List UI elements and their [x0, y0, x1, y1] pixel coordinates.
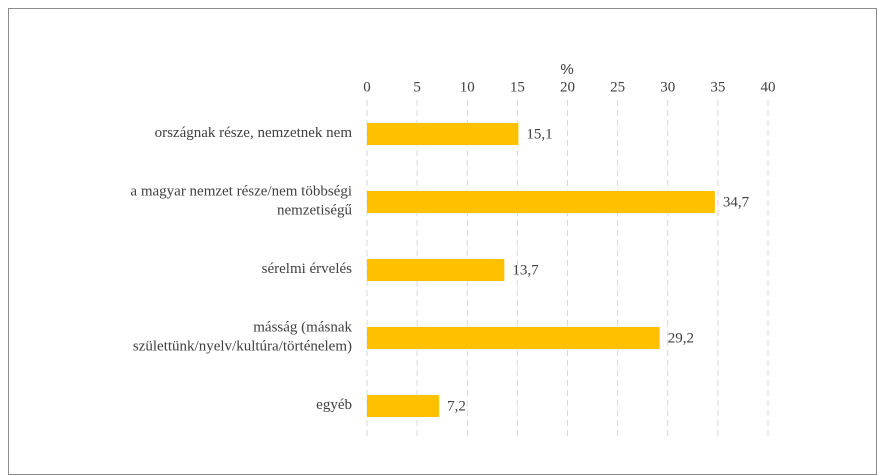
- value-label: 13,7: [512, 262, 539, 278]
- value-label: 15,1: [526, 126, 552, 142]
- bar: [367, 259, 505, 281]
- x-tick-label: 5: [413, 79, 421, 95]
- x-tick-label: 35: [710, 79, 725, 95]
- x-tick-label: 20: [560, 79, 575, 95]
- y-tick-label: országnak része, nemzetnek nem: [155, 125, 353, 141]
- chart-border: [8, 8, 877, 475]
- bar: [367, 123, 519, 145]
- x-tick-label: 40: [761, 79, 776, 95]
- y-tick-label: a magyar nemzet része/nem többségi nemzet…: [130, 184, 352, 219]
- y-tick-label: másság (másnak születtünk/nyelv/kultúra/t…: [133, 320, 353, 355]
- x-tick-label: 25: [610, 79, 625, 95]
- x-tick-label: 0: [363, 79, 371, 95]
- bar: [367, 327, 660, 349]
- x-tick-label: 15: [510, 79, 525, 95]
- x-tick-label: 30: [660, 79, 675, 95]
- x-axis-label: %: [560, 61, 573, 78]
- bar: [367, 395, 440, 417]
- y-tick-label: egyéb: [316, 397, 352, 413]
- value-label: 29,2: [668, 330, 694, 346]
- y-tick-label: sérelmi érvelés: [262, 261, 353, 277]
- value-label: 7,2: [447, 398, 466, 414]
- value-label: 34,7: [723, 194, 750, 210]
- bar: [367, 191, 715, 213]
- x-tick-label: 10: [460, 79, 475, 95]
